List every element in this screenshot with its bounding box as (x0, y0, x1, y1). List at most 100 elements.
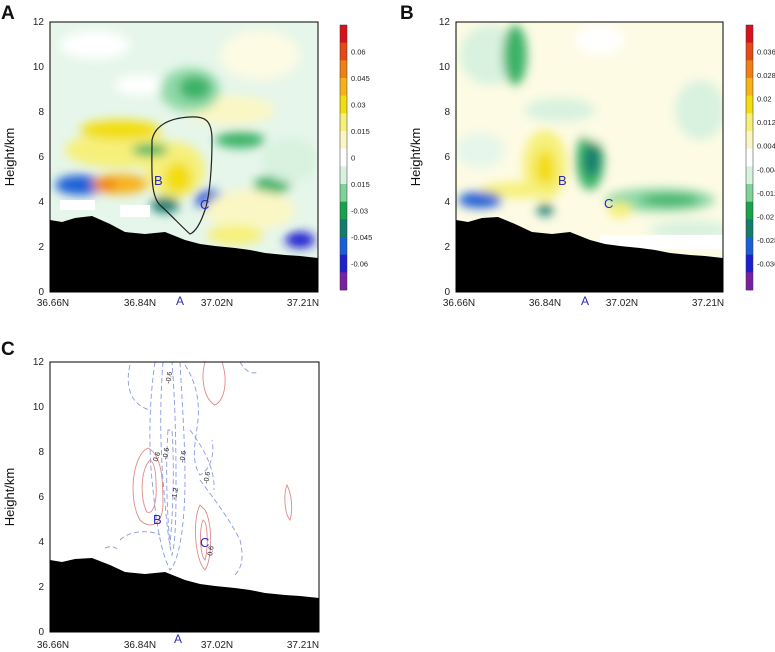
y-tick: 12 (33, 17, 45, 28)
colorbar-tick: 0.06 (351, 48, 366, 57)
y-tick: 8 (444, 107, 450, 118)
colorbar-swatch (340, 166, 347, 185)
panel-b: B (400, 3, 775, 309)
x-ticks: 36.66N 36.84N 37.02N 37.21N (37, 640, 319, 651)
colorbar-tick: -0.06 (351, 260, 368, 269)
colorbar-swatch (340, 219, 347, 238)
contour-label: 0.6 (152, 451, 162, 463)
y-ticks: 0 2 4 6 8 10 12 (33, 357, 45, 638)
point-label-b: B (153, 512, 162, 527)
colorbar-swatch (746, 148, 753, 167)
x-tick: 37.21N (692, 298, 724, 309)
x-mark-a: A (174, 632, 182, 646)
colorbar-swatch (746, 237, 753, 255)
point-label-b: B (558, 173, 567, 188)
colorbar-swatch (340, 25, 347, 43)
colorbar-tick: 0.015 (351, 180, 370, 189)
y-tick: 2 (444, 242, 450, 253)
colorbar-swatch (746, 25, 753, 43)
contour-label: -0.6 (162, 447, 171, 460)
colorbar-tick: -0.036 (757, 260, 775, 269)
y-tick: 6 (444, 152, 450, 163)
colorbar-swatch (340, 184, 347, 202)
y-tick: 2 (38, 242, 44, 253)
contour-field: -0.6 -0.6 -0.6 -0.6 0.6 0.6 -1.2 (50, 362, 319, 632)
x-tick: 36.66N (37, 640, 69, 651)
colorbar-tick: -0.028 (757, 236, 775, 245)
y-axis-label: Height/km (2, 128, 17, 187)
colorbar-tick: 0.028 (757, 71, 775, 80)
point-label-b: B (154, 173, 163, 188)
x-tick: 36.66N (37, 298, 69, 309)
colorbar-swatch (340, 60, 347, 79)
colorbar-swatch (340, 254, 347, 273)
colorbar-swatch (746, 201, 753, 220)
colorbar-swatch (746, 272, 753, 291)
x-mark-a: A (176, 294, 184, 308)
y-axis-label: Height/km (408, 128, 423, 187)
x-tick: 36.66N (443, 298, 475, 309)
y-tick: 4 (38, 197, 44, 208)
colorbar-tick: -0.004 (757, 165, 775, 174)
y-tick: 6 (38, 492, 44, 503)
x-tick: 36.84N (529, 298, 561, 309)
colorbar-swatch (340, 237, 347, 255)
y-tick: 12 (33, 357, 45, 368)
x-tick: 37.02N (201, 298, 233, 309)
colorbar-tick: 0.004 (757, 142, 775, 151)
colorbar-tick: 0.03 (351, 101, 366, 110)
colorbar-tick: 0.012 (757, 118, 775, 127)
colorbar-swatch (746, 42, 753, 61)
colorbar-swatch (746, 113, 753, 132)
x-tick: 36.84N (124, 298, 156, 309)
y-axis-label: Height/km (2, 468, 17, 527)
colorbar-swatch (746, 131, 753, 149)
colorbar-swatch (340, 201, 347, 220)
colorbar-tick: -0.03 (351, 207, 368, 216)
colorbar: 0.036 0.028 0.02 0.012 0.004 -0.004 -0.012 -0.0… (745, 24, 775, 291)
x-tick: 37.21N (287, 298, 319, 309)
colorbar-swatch (746, 254, 753, 273)
contour-label: -0.6 (165, 371, 174, 384)
x-ticks: 36.66N 36.84N 37.02N 37.21N (37, 298, 319, 309)
y-tick: 10 (439, 62, 451, 73)
terrain (50, 216, 318, 292)
contour-label: -1.2 (171, 487, 180, 500)
x-tick: 37.02N (201, 640, 233, 651)
colorbar-swatch (340, 272, 347, 291)
point-label-c: C (604, 196, 613, 211)
heatmap-field (456, 22, 723, 292)
terrain (456, 217, 723, 292)
point-label-c: C (200, 535, 209, 550)
panel-c: C -0.6 (1, 339, 320, 651)
x-ticks: 36.66N 36.84N 37.02N 37.21N (443, 298, 724, 309)
panel-letter: C (1, 339, 15, 360)
colorbar-swatch (746, 219, 753, 238)
colorbar-swatch (746, 60, 753, 79)
y-tick: 12 (439, 17, 451, 28)
panel-letter: A (1, 3, 15, 24)
y-tick: 4 (38, 537, 44, 548)
colorbar-swatch (340, 42, 347, 61)
colorbar-swatch (746, 95, 753, 114)
colorbar-swatch (340, 148, 347, 167)
colorbar-swatch (746, 184, 753, 202)
y-tick: 0 (38, 627, 44, 638)
panel-letter: B (400, 3, 414, 24)
colorbar-tick: 0.045 (351, 74, 370, 83)
point-label-c: C (200, 197, 209, 212)
colorbar-tick: -0.012 (757, 189, 775, 198)
colorbar-swatch (340, 78, 347, 96)
outlined-region (151, 116, 213, 235)
panel-a: A (1, 3, 372, 309)
colorbar-swatch (340, 113, 347, 132)
x-tick: 37.21N (287, 640, 319, 651)
y-tick: 10 (33, 402, 45, 413)
y-tick: 0 (38, 287, 44, 298)
x-mark-a: A (581, 294, 589, 308)
positive-contours (132, 362, 293, 571)
colorbar-tick: -0.045 (351, 233, 372, 242)
y-tick: 6 (38, 152, 44, 163)
colorbar-tick: 0.02 (757, 95, 772, 104)
